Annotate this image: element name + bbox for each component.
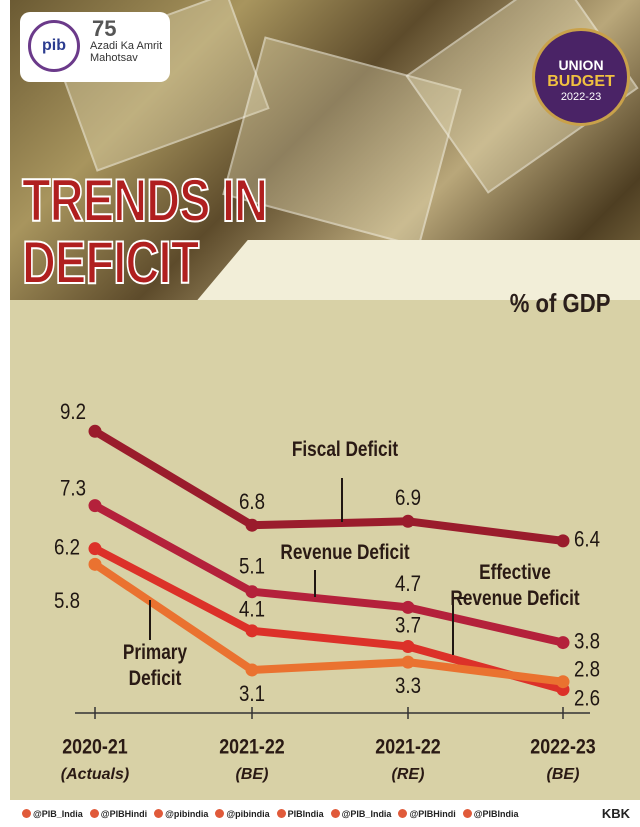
pib-logo: pib (28, 20, 80, 72)
data-point (88, 424, 102, 438)
data-point (556, 534, 570, 548)
series-line (91, 501, 567, 647)
logo: pib 75 Azadi Ka Amrit Mahotsav (20, 12, 170, 82)
badge-text: UNION (558, 57, 604, 73)
data-point (245, 518, 259, 532)
social-handle: @pibindia (215, 809, 269, 819)
chart-subtitle: % of GDP (509, 288, 610, 318)
data-label: 6.2 (54, 536, 80, 560)
data-label: 4.7 (395, 573, 421, 597)
x-tick-sublabel: (BE) (547, 766, 580, 783)
series-line (91, 560, 567, 686)
series-annotation: Effective Revenue Deficit (450, 561, 580, 610)
x-tick-sublabel: (Actuals) (61, 766, 129, 783)
data-point (556, 636, 570, 650)
data-label: 3.3 (395, 675, 421, 699)
social-handle: @PIB_India (331, 809, 392, 819)
series-annotation: Revenue Deficit (280, 541, 410, 564)
data-label: 4.1 (239, 598, 265, 622)
data-label: 6.8 (239, 491, 265, 515)
data-point (88, 499, 102, 513)
social-handle: PIBIndia (277, 809, 324, 819)
data-point (245, 585, 259, 599)
x-tick-label: 2021-22 (219, 735, 285, 759)
data-label: 2.6 (574, 687, 600, 711)
series-line (91, 427, 567, 545)
budget-badge: UNION BUDGET 2022-23 (532, 28, 630, 126)
x-tick-label: 2020-21 (62, 735, 128, 759)
series-annotation: Primary Deficit (122, 641, 188, 690)
credit: KBK (601, 806, 630, 821)
data-label: 7.3 (60, 477, 86, 501)
badge-text: 2022-23 (560, 91, 602, 103)
data-label: 6.4 (574, 528, 600, 552)
data-point (88, 542, 102, 556)
data-label: 6.9 (395, 487, 421, 511)
social-handle: @PIBHindi (90, 809, 147, 819)
data-point (245, 663, 259, 677)
campaign-logo: Azadi Ka Amrit Mahotsav (90, 40, 163, 64)
badge-text: BUDGET (547, 73, 615, 90)
chart-title: TRENDS IN DEFICIT (21, 167, 269, 296)
data-label: 3.7 (395, 614, 421, 638)
social-handle: @PIBIndia (463, 809, 519, 819)
x-tick-sublabel: (RE) (392, 766, 425, 783)
footer: @PIB_India @PIBHindi @pibindia @pibindia PIB… (0, 800, 640, 827)
data-point (88, 557, 102, 571)
data-label: 3.1 (239, 682, 265, 706)
data-point (401, 655, 415, 669)
chart-panel (10, 300, 640, 800)
social-handle: @pibindia (154, 809, 208, 819)
series-annotation: Fiscal Deficit (291, 438, 399, 461)
chart: 2020-21 (Actuals) 2021-22 (BE) 2021-22 (RE) 20… (54, 401, 600, 783)
data-point (401, 514, 415, 528)
data-label: 9.2 (60, 401, 86, 425)
social-handle: @PIB_India (22, 809, 83, 819)
data-label: 2.8 (574, 658, 600, 682)
x-tick-label: 2022-23 (530, 735, 596, 759)
logo-mark: 75 (92, 16, 117, 41)
data-label: 3.8 (574, 630, 600, 654)
x-tick-label: 2021-22 (375, 735, 441, 759)
data-point (556, 675, 570, 689)
data-label: 5.8 (54, 590, 80, 614)
social-handle: @PIBHindi (398, 809, 455, 819)
x-tick-sublabel: (BE) (236, 766, 269, 783)
data-point (401, 639, 415, 653)
data-point (401, 600, 415, 614)
data-point (245, 624, 259, 638)
data-label: 5.1 (239, 555, 265, 579)
